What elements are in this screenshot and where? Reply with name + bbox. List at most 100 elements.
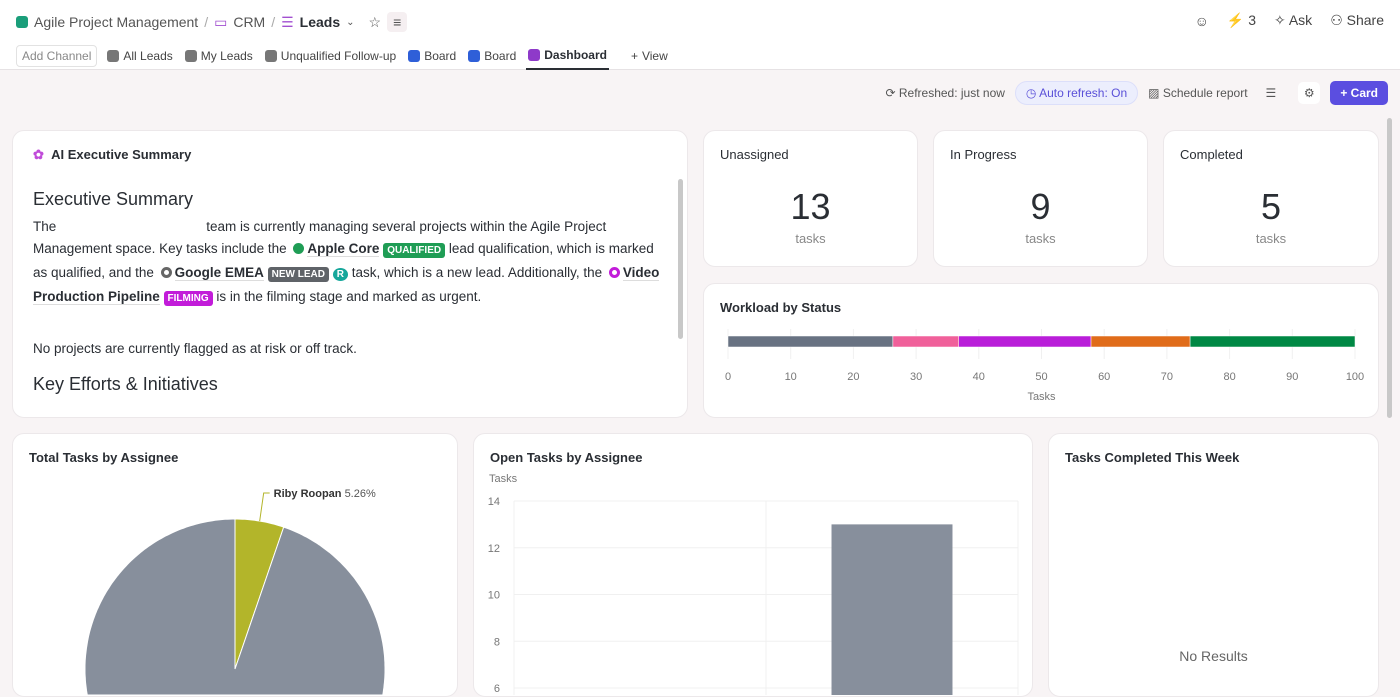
card-title: AI Executive Summary: [51, 147, 192, 162]
folder-icon: ▭: [214, 13, 228, 30]
stat-unit: tasks: [795, 231, 826, 246]
avatar: R: [332, 268, 348, 281]
tick-label: 60: [1098, 371, 1110, 383]
tick-label: 14: [488, 496, 500, 508]
card-title: In Progress: [950, 147, 1017, 162]
menu-icon[interactable]: ≡: [387, 12, 408, 32]
tick-label: 70: [1161, 371, 1173, 383]
add-card-button[interactable]: + Card: [1330, 81, 1388, 105]
workload-segment: [892, 335, 959, 348]
task-link[interactable]: Google EMEA: [174, 265, 264, 281]
empty-state: No Results: [1179, 648, 1248, 664]
tab-label: Board: [424, 49, 457, 63]
tick-label: 100: [1346, 371, 1364, 383]
card-title: Unassigned: [720, 147, 789, 162]
chevron-down-icon[interactable]: ⌄: [346, 16, 355, 28]
breadcrumb-folder[interactable]: CRM: [233, 14, 266, 30]
axis-label: Tasks: [489, 473, 518, 485]
auto-refresh-toggle[interactable]: ◷ Auto refresh: On: [1014, 81, 1139, 105]
status-badge: NEW LEAD: [267, 267, 329, 282]
breadcrumb-list[interactable]: Leads: [299, 14, 341, 30]
tick-label: 12: [488, 543, 500, 555]
star-icon[interactable]: ☆: [368, 13, 382, 30]
tab-board[interactable]: Board: [466, 42, 518, 70]
chart-title: Tasks Completed This Week: [1065, 450, 1240, 465]
tab-board[interactable]: Board: [406, 42, 458, 70]
pie-chart: Riby Roopan 5.26%: [84, 488, 386, 696]
tick-label: 40: [973, 371, 985, 383]
leader-line: [259, 492, 270, 522]
task-link[interactable]: Apple Core: [307, 241, 380, 257]
summary-paragraph: The team is currently managing several pr…: [33, 219, 660, 306]
summary-scrollbar[interactable]: [678, 179, 683, 339]
add-channel-button[interactable]: Add Channel: [16, 45, 98, 67]
tick-label: 30: [910, 371, 922, 383]
page-scrollbar[interactable]: [1387, 118, 1392, 418]
stat-card-unassigned[interactable]: Unassigned 13 tasks: [703, 130, 918, 267]
summary-heading: Key Efforts & Initiatives: [33, 374, 218, 394]
clock-icon: ◷: [1025, 86, 1037, 100]
completed-week-card: Tasks Completed This Week No Results: [1048, 433, 1379, 697]
board-icon: [408, 50, 421, 62]
chart-title: Workload by Status: [720, 300, 842, 315]
workload-segment: [958, 335, 1092, 348]
stat-card-completed[interactable]: Completed 5 tasks: [1163, 130, 1379, 267]
stat-unit: tasks: [1255, 231, 1287, 246]
tick-label: 8: [494, 636, 500, 648]
status-badge: FILMING: [163, 291, 213, 306]
board-icon: [468, 50, 481, 62]
ask-button[interactable]: ✧ Ask: [1273, 12, 1313, 28]
tab-label: Board: [484, 49, 517, 63]
dashboard-toolbar: ⟳ Refreshed: just now ◷ Auto refresh: On…: [885, 81, 1388, 105]
list-view-icon: [264, 50, 277, 62]
tab-label: All Leads: [123, 49, 173, 63]
status-badge: QUALIFIED: [383, 243, 446, 258]
bar: [831, 524, 953, 695]
share-button[interactable]: ⚇ Share: [1330, 12, 1384, 28]
ai-summary-card: ✿ AI Executive Summary Executive Summary…: [12, 130, 688, 418]
ai-sparkle-icon: ✿: [33, 147, 44, 162]
tick-label: 10: [488, 590, 500, 602]
schedule-report-button[interactable]: ▨ Schedule report: [1148, 86, 1248, 100]
stat-value: 13: [790, 186, 831, 227]
status-dot-icon: [160, 267, 172, 278]
stat-card-in-progress[interactable]: In Progress 9 tasks: [933, 130, 1148, 267]
list-view-icon: [107, 50, 120, 62]
breadcrumb-space[interactable]: Agile Project Management: [34, 14, 199, 30]
workload-chart: 0 10 20 30 40 50 60 70 80 90 100 Tasks: [725, 329, 1364, 403]
tab-my-leads[interactable]: My Leads: [183, 42, 255, 70]
task-link[interactable]: Video Production Pipeline: [33, 265, 660, 305]
tab-unqualified-follow-up[interactable]: Unqualified Follow-up: [263, 42, 398, 70]
summary-heading: Executive Summary: [33, 189, 194, 209]
chart-title: Open Tasks by Assignee: [490, 450, 643, 465]
tick-label: 6: [494, 683, 500, 695]
tab-label: Unqualified Follow-up: [280, 49, 397, 63]
ai-icon[interactable]: ☺: [1194, 12, 1209, 29]
workload-chart-card: Workload by Status 0 10 20 30 40 50 60 70 80 90 10…: [703, 283, 1379, 418]
space-icon: [16, 16, 28, 28]
refresh-button[interactable]: ⟳ Refreshed: just now: [885, 86, 1005, 100]
lightning-icon: ⚡: [1226, 12, 1245, 28]
workload-segment: [727, 335, 894, 348]
tick-label: 90: [1286, 371, 1298, 383]
filter-icon[interactable]: ☰: [1265, 86, 1277, 100]
workload-segment: [1189, 335, 1356, 348]
report-icon: ▨: [1148, 86, 1160, 100]
automations-button[interactable]: ⚡ 3: [1226, 12, 1256, 28]
status-dot-icon: [608, 267, 620, 278]
add-view-button[interactable]: + View: [630, 49, 668, 63]
tab-all-leads[interactable]: All Leads: [105, 42, 174, 70]
refresh-icon: ⟳: [885, 86, 896, 100]
total-tasks-card: Total Tasks by Assignee Riby Roopan 5.26…: [12, 433, 458, 697]
tab-label: My Leads: [200, 49, 253, 63]
list-icon: ☰: [281, 13, 294, 30]
view-tabs: Add Channel All Leads My Leads Unqualified…: [16, 42, 670, 70]
users-icon: ⚇: [1330, 12, 1343, 28]
list-view-icon: [184, 50, 197, 62]
axis-label: Tasks: [1027, 391, 1056, 403]
tick-label: 10: [785, 371, 797, 383]
tab-dashboard[interactable]: Dashboard: [526, 42, 609, 70]
open-tasks-card: Open Tasks by Assignee Tasks 6 8 10 12 14: [473, 433, 1033, 697]
summary-paragraph: No projects are currently flagged as at …: [33, 341, 357, 356]
settings-gear-icon[interactable]: ⚙: [1298, 82, 1321, 104]
